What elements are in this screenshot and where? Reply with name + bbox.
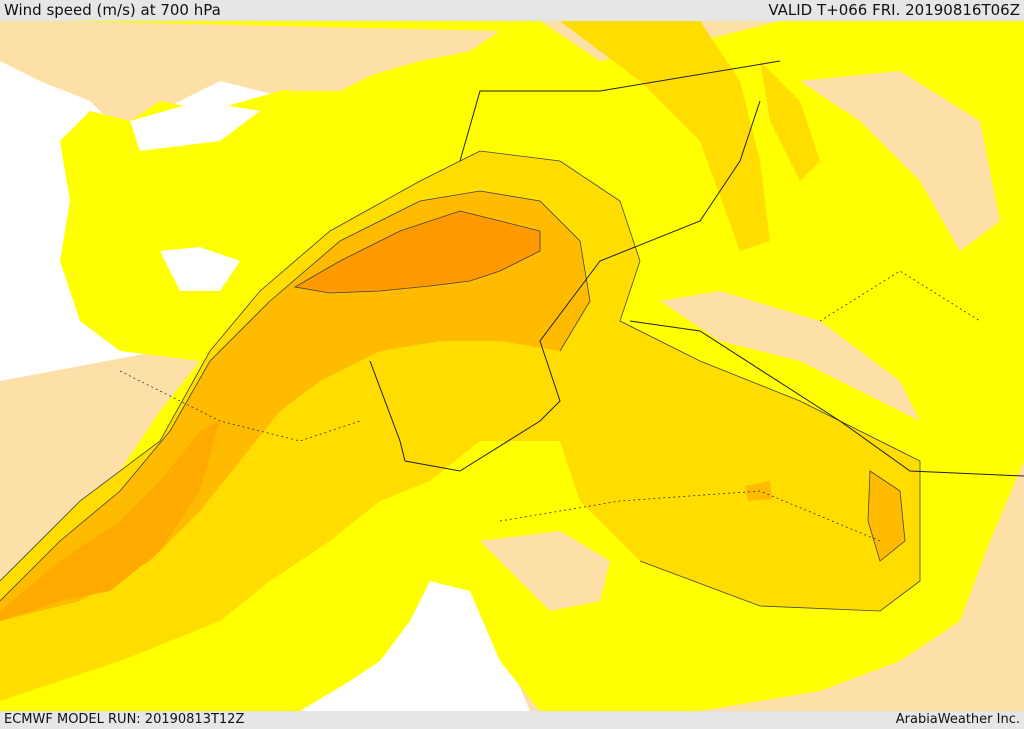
map-title: Wind speed (m/s) at 700 hPa — [4, 1, 221, 19]
wind-speed-map — [0, 21, 1024, 711]
land-patch-south — [480, 531, 610, 611]
land-patch-north — [280, 51, 380, 91]
land-patch-northeast — [800, 71, 1000, 251]
valid-time: VALID T+066 FRI. 20190816T06Z — [768, 1, 1020, 19]
sea-patch-cyprus — [160, 247, 240, 291]
wind-area-level-2-ne — [760, 61, 820, 181]
footer-bar: ECMWF MODEL RUN: 20190813T12Z ArabiaWeat… — [0, 711, 1024, 729]
wind-area-level-3-south — [868, 471, 905, 561]
land-patch-east — [660, 291, 920, 421]
sea-patch-aegean — [130, 101, 260, 151]
header-bar: Wind speed (m/s) at 700 hPa VALID T+066 … — [0, 0, 1024, 21]
wind-area-level-2-north — [560, 21, 770, 251]
model-run-label: ECMWF MODEL RUN: 20190813T12Z — [4, 712, 245, 727]
wind-area-level-4 — [295, 211, 540, 293]
credit-label: ArabiaWeather Inc. — [895, 712, 1020, 727]
wind-area-level-4-sw — [0, 421, 220, 621]
contour-lines — [0, 150, 921, 612]
wind-area-level-2 — [0, 151, 920, 701]
country-borders — [369, 60, 1024, 477]
dotted-borders — [119, 270, 981, 542]
